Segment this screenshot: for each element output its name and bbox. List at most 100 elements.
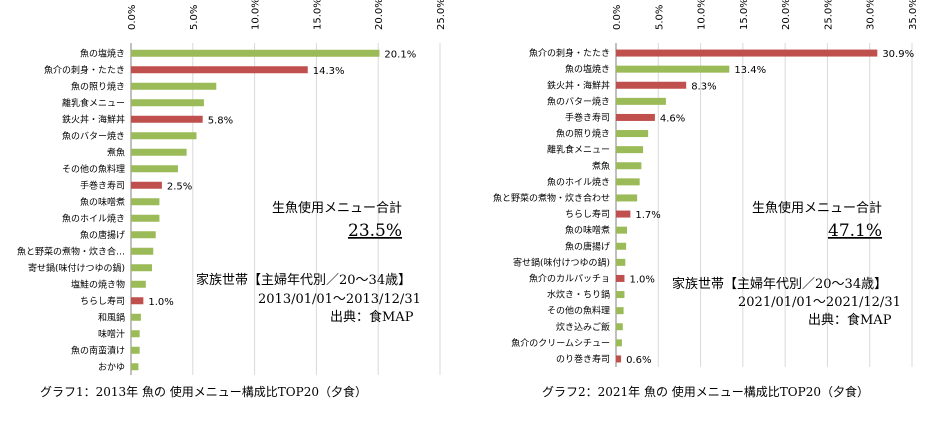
chart2-x-tick-label: 10.0% [697, 0, 708, 30]
chart1-bar [131, 49, 380, 57]
chart1-bar [131, 115, 203, 123]
chart2-data-label: 13.4% [734, 65, 766, 76]
chart2-category-label: 鉄火丼・海鮮丼 [547, 79, 610, 91]
chart1-period: 2013/01/01～2013/12/31 [258, 292, 421, 307]
chart1-bar [131, 363, 139, 371]
chart1-bar [131, 148, 187, 156]
chart2-bar [616, 113, 655, 121]
chart2-category-label: 魚の塩焼き [565, 63, 610, 75]
chart2-bar [616, 178, 640, 186]
chart2-bar [616, 339, 622, 347]
chart2-total-value: 47.1% [828, 221, 882, 241]
chart2-bar [616, 291, 625, 299]
chart2-category-label: 魚の味噌煮 [565, 224, 610, 236]
chart2-data-label: 1.0% [629, 274, 654, 285]
chart1-category-label: 和風鍋 [98, 311, 125, 323]
chart2-bar [616, 49, 878, 57]
chart2-bar [616, 307, 624, 315]
chart1-bar [131, 247, 154, 255]
chart1-category-label: 寄せ鍋(味付けつゆの鍋) [28, 262, 125, 274]
chart1-category-label: 魚の塩焼き [80, 47, 125, 59]
chart2-bar [616, 65, 730, 73]
chart2-data-label: 0.6% [626, 355, 651, 366]
chart2-data-label: 8.3% [691, 81, 716, 92]
chart2-x-tick-label: 20.0% [781, 0, 792, 30]
chart2-x-tick-label: 30.0% [866, 0, 877, 30]
chart1-x-tick-label: 20.0% [374, 0, 385, 30]
chart1-bar [131, 346, 140, 354]
chart1-category-label: 味噌汁 [98, 328, 125, 340]
chart2-category-label: 離乳食メニュー [547, 144, 610, 156]
chart1-household: 家族世帯【主婦年代別／20～34歳】 [196, 272, 411, 288]
chart1-source: 出典：食MAP [330, 309, 414, 325]
chart1-data-label: 20.1% [384, 49, 416, 60]
chart2-category-label: 水炊き・ちり鍋 [547, 289, 610, 301]
chart2-bar [616, 146, 644, 154]
chart1-category-label: 魚と野菜の煮物・炊き合… [17, 245, 125, 257]
chart1-category-label: ちらし寿司 [80, 295, 125, 307]
chart2-category-label: ちらし寿司 [565, 208, 610, 220]
chart1-total-label: 生魚使用メニュー合計 [272, 200, 402, 216]
chart1-x-tick-label: 10.0% [251, 0, 262, 30]
chart1-bar [131, 280, 146, 288]
chart2-bar [616, 323, 623, 331]
chart2-bar [616, 130, 649, 138]
chart1-category-label: その他の魚料理 [62, 163, 125, 175]
chart2-bar [616, 274, 625, 282]
chart2-bar [616, 226, 627, 234]
chart2-source: 出典：食MAP [808, 312, 892, 328]
chart1-category-label: 魚の南蛮漬け [71, 344, 125, 356]
chart1-bar [131, 214, 160, 222]
chart1-category-label: 塩鮭の焼き物 [71, 278, 125, 290]
chart1-total-value: 23.5% [348, 221, 402, 241]
chart1-bar [131, 231, 156, 239]
chart2-data-label: 4.6% [660, 113, 685, 124]
chart2-category-label: 炊き込みご飯 [556, 321, 610, 333]
chart1-x-tick-label: 25.0% [436, 0, 447, 30]
chart2-caption: グラフ2：2021年 魚の 使用メニュー構成比TOP20（夕食） [542, 384, 869, 399]
chart2-category-label: 魚と野菜の煮物・炊き合わせ [493, 192, 610, 204]
chart1-bar [131, 330, 140, 338]
chart2-period: 2021/01/01～2021/12/31 [738, 295, 901, 310]
chart2-category-label: 手巻き寿司 [565, 111, 610, 123]
chart1-category-label: 鉄火丼・海鮮丼 [62, 113, 125, 125]
chart-2021: 0.0% 5.0% 10.0% 15.0% 20.0% 25.0% 30.0% 35.0% 魚介… [493, 0, 919, 367]
chart1-bar [131, 82, 217, 90]
chart1-category-label: 魚のホイル焼き [62, 212, 125, 224]
chart1-bar [131, 313, 141, 321]
chart1-data-label: 5.8% [208, 115, 233, 126]
chart-2013: 0.0% 5.0% 10.0% 15.0% 20.0% 25.0% 魚の塩焼き 20.1% 魚介… [17, 0, 447, 375]
chart1-bar [131, 198, 160, 206]
chart2-x-tick-label: 15.0% [739, 0, 750, 30]
chart2-data-label: 1.7% [635, 210, 660, 221]
chart2-category-label: 魚介のクリームシチュー [511, 337, 610, 349]
chart1-bar [131, 99, 204, 107]
chart1-data-label: 14.3% [313, 66, 345, 77]
chart1-category-label: 離乳食メニュー [62, 97, 125, 109]
chart2-x-tick-label: 25.0% [823, 0, 834, 30]
chart2-category-label: 魚介の刺身・たたき [529, 47, 610, 59]
chart1-x-tick-label: 5.0% [189, 5, 200, 30]
chart2-category-label: 魚の唐揚げ [565, 240, 610, 252]
chart1-x-tick-label: 15.0% [312, 0, 323, 30]
chart2-category-label: のり巻き寿司 [556, 353, 610, 365]
chart2-bar [616, 194, 638, 202]
chart2-bar [616, 97, 666, 105]
chart2-category-label: 魚の照り焼き [556, 128, 610, 140]
chart1-category-label: 魚の照り焼き [71, 80, 125, 92]
chart1-bar [131, 66, 308, 74]
chart2-category-label: 寄せ鍋(味付けつゆの鍋) [513, 256, 610, 268]
chart2-bar [616, 355, 622, 363]
chart2-category-label: 魚のホイル焼き [547, 176, 610, 188]
chart2-x-tick-label: 35.0% [908, 0, 919, 30]
chart1-category-label: 煮魚 [107, 146, 125, 158]
chart1-bar [131, 165, 178, 173]
chart1-bar [131, 181, 162, 189]
chart2-category-label: その他の魚料理 [547, 305, 610, 317]
chart2-bar [616, 210, 631, 218]
chart2-total-label: 生魚使用メニュー合計 [752, 200, 882, 216]
chart2-bar [616, 258, 626, 266]
chart1-data-label: 2.5% [167, 181, 192, 192]
chart2-x-tick-label: 5.0% [654, 5, 665, 30]
